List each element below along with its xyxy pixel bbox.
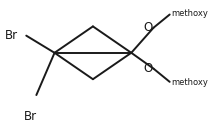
Text: O: O bbox=[143, 21, 153, 34]
Text: methoxy: methoxy bbox=[172, 9, 209, 18]
Text: O: O bbox=[143, 62, 153, 75]
Text: Br: Br bbox=[5, 29, 18, 42]
Text: Br: Br bbox=[24, 110, 37, 122]
Text: methoxy: methoxy bbox=[172, 78, 209, 87]
